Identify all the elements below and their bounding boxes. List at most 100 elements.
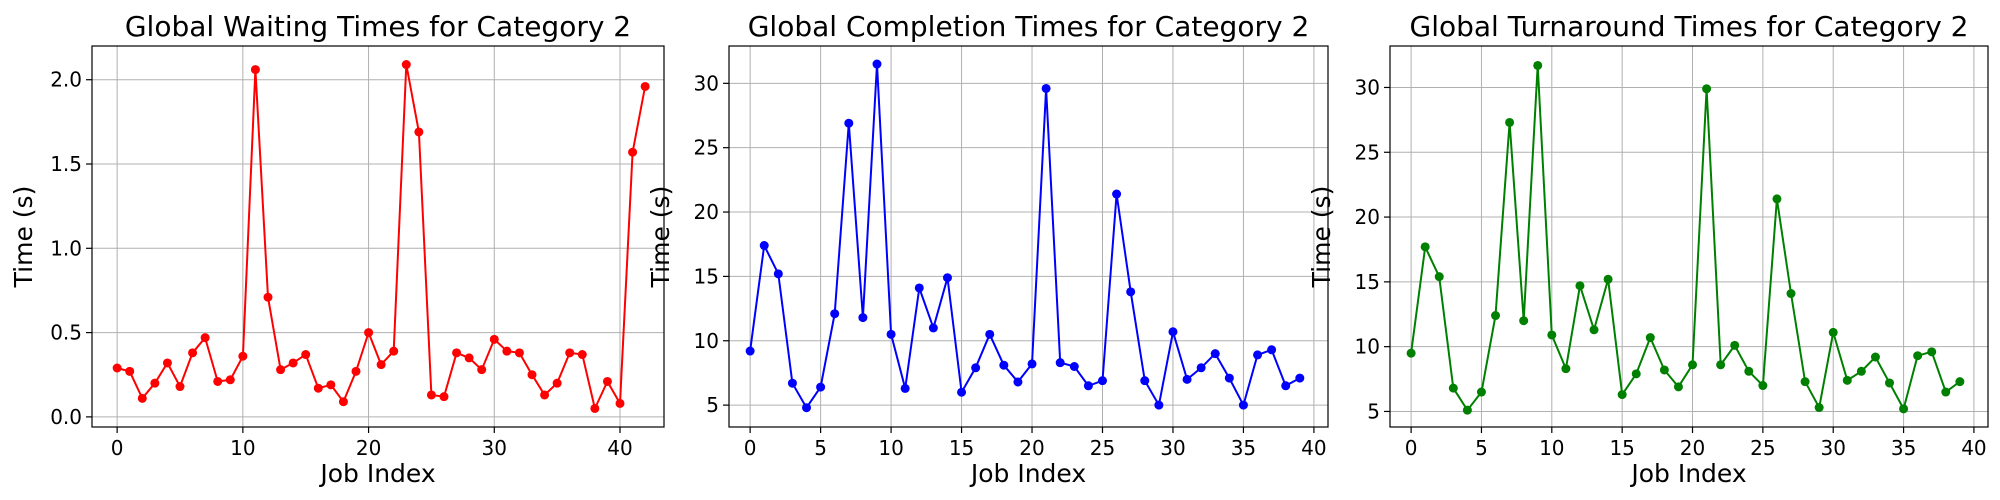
data-point [1631, 369, 1641, 379]
data-point [999, 360, 1009, 370]
data-point [1533, 60, 1543, 70]
data-point [1182, 374, 1192, 384]
y-tick-label: 15 [694, 264, 719, 288]
x-tick-label: 10 [230, 436, 255, 460]
data-point [439, 392, 449, 402]
x-tick-label: 15 [1609, 436, 1634, 460]
data-point [502, 346, 512, 356]
chart-title: Global Completion Times for Category 2 [748, 10, 1310, 43]
data-point [238, 351, 248, 361]
data-point [1645, 333, 1655, 343]
data-point [844, 118, 854, 128]
plot-frame [728, 45, 1329, 428]
y-axis-label: Time (s) [646, 186, 675, 289]
data-point [1814, 403, 1824, 413]
x-tick-label: 30 [1820, 436, 1845, 460]
y-tick-label: 15 [1355, 270, 1380, 294]
plot-frame [91, 45, 665, 428]
data-point [1434, 272, 1444, 282]
data-point [1267, 345, 1277, 355]
data-point [1196, 363, 1206, 373]
x-tick-label: 0 [111, 436, 124, 460]
plot-frame [1389, 45, 1989, 428]
data-point [376, 360, 386, 370]
y-tick-label: 5 [706, 393, 719, 417]
x-tick-label: 30 [1160, 436, 1185, 460]
data-point [288, 358, 298, 368]
data-point [802, 403, 812, 413]
y-tick-label: 25 [1355, 140, 1380, 164]
y-tick-label: 30 [1355, 75, 1380, 99]
data-point [137, 393, 147, 403]
data-point [1730, 340, 1740, 350]
series-line [116, 64, 647, 412]
data-point [125, 366, 135, 376]
data-point [816, 382, 826, 392]
series-line [1410, 65, 1961, 412]
data-point [1519, 316, 1529, 326]
data-point [872, 59, 882, 69]
x-tick-label: 10 [878, 436, 903, 460]
data-point [565, 348, 575, 358]
data-point [1561, 364, 1571, 374]
data-point [900, 383, 910, 393]
data-point [1702, 84, 1712, 94]
data-point [1688, 360, 1698, 370]
data-point [985, 329, 995, 339]
data-point [1154, 400, 1164, 410]
data-point [1885, 378, 1895, 388]
y-axis-label: Time (s) [9, 186, 38, 289]
data-point [414, 127, 424, 137]
x-tick-label: 25 [1750, 436, 1775, 460]
data-point [1126, 287, 1136, 297]
data-point [942, 273, 952, 283]
y-tick-label: 20 [1355, 205, 1380, 229]
data-point [1210, 349, 1220, 359]
x-tick-label: 10 [1539, 436, 1564, 460]
data-point [175, 382, 185, 392]
data-point [1744, 366, 1754, 376]
data-point [1603, 274, 1613, 284]
data-point [514, 348, 524, 358]
data-point [464, 353, 474, 363]
x-tick-label: 35 [1231, 436, 1256, 460]
data-point [1870, 352, 1880, 362]
chart-title: Global Waiting Times for Category 2 [125, 10, 631, 43]
data-point [1786, 289, 1796, 299]
x-tick-label: 40 [1961, 436, 1986, 460]
data-point [1083, 381, 1093, 391]
data-point [1168, 327, 1178, 337]
x-axis-label: Job Index [1629, 459, 1746, 488]
data-point [1828, 327, 1838, 337]
data-point [162, 358, 172, 368]
x-tick-label: 5 [814, 436, 827, 460]
data-point [1295, 373, 1305, 383]
data-point [213, 376, 223, 386]
data-point [1013, 377, 1023, 387]
data-point [301, 350, 311, 360]
x-tick-label: 20 [1680, 436, 1705, 460]
data-point [188, 348, 198, 358]
data-point [112, 363, 122, 373]
data-point [489, 334, 499, 344]
data-point [527, 370, 537, 380]
data-point [1420, 242, 1430, 252]
data-point [540, 390, 550, 400]
x-tick-label: 0 [744, 436, 757, 460]
chart-panel-2: 0 5 10 15 20 25 30 35 40 5 10 15 20 25 30 Global Comple… [646, 10, 1329, 488]
data-point [250, 65, 260, 75]
x-tick-label: 40 [607, 436, 632, 460]
data-point [552, 378, 562, 388]
x-axis-label: Job Index [969, 459, 1086, 488]
data-point [1899, 404, 1909, 414]
data-point [886, 329, 896, 339]
data-point [1055, 358, 1065, 368]
data-point [1941, 387, 1951, 397]
data-point [452, 348, 462, 358]
data-point [914, 283, 924, 293]
chart-panel-3: 0 5 10 15 20 25 30 35 40 5 10 15 20 25 30 Global Turnar… [1307, 10, 1989, 488]
y-tick-label: 1.0 [50, 236, 82, 260]
data-point [787, 378, 797, 388]
data-point [477, 365, 487, 375]
x-tick-label: 40 [1301, 436, 1326, 460]
